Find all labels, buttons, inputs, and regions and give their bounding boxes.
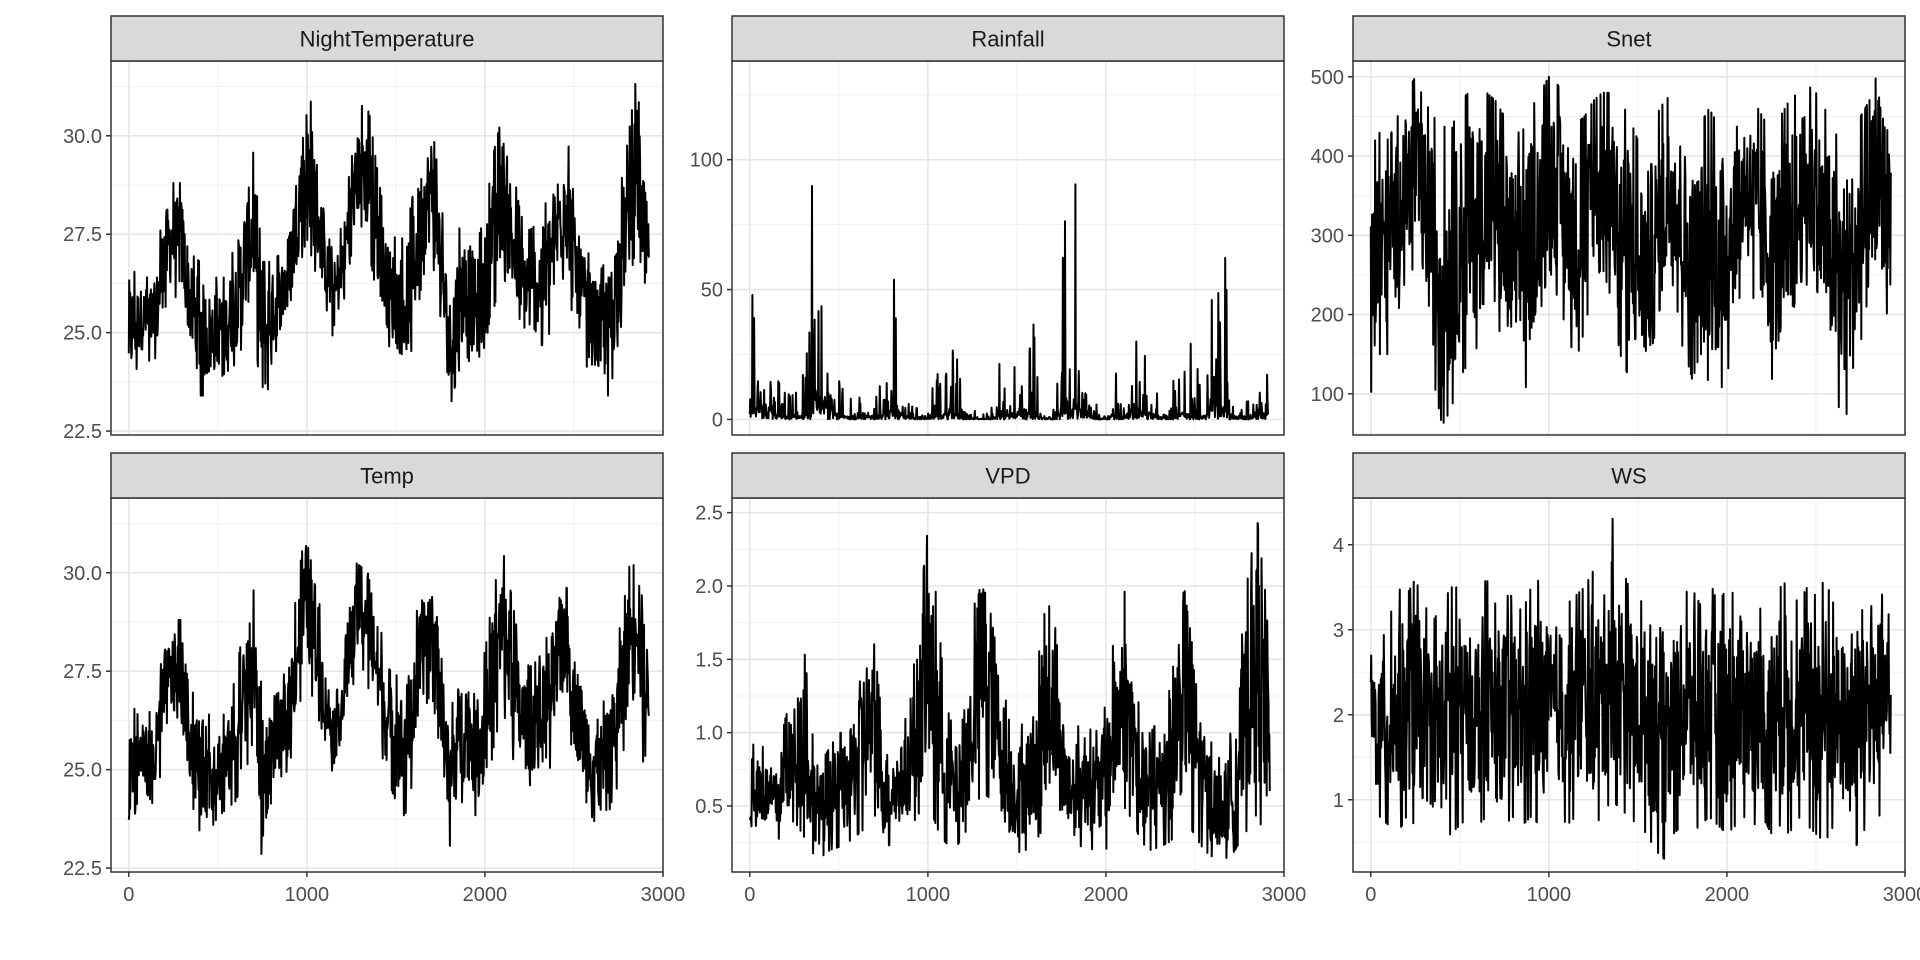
strip-header [1352, 452, 1906, 499]
series-line [748, 183, 1269, 421]
strip-label: WS [1611, 464, 1646, 489]
facet-panel-4: Temp 22.5 25.0 27.5 30.0 0 1000 2000 3000 [63, 452, 686, 906]
x-tick-label: 3000 [1262, 884, 1307, 906]
y-tick-label: 100 [690, 150, 723, 172]
y-tick-label: 25.0 [63, 760, 102, 782]
series-line [1369, 75, 1892, 424]
y-tick-label: 50 [701, 280, 723, 302]
series-line [127, 544, 650, 855]
strip-header [110, 15, 664, 62]
x-tick-label: 0 [1365, 884, 1376, 906]
y-tick-label: 22.5 [63, 858, 102, 880]
x-tick-label: 3000 [1883, 884, 1920, 906]
y-tick-label: 100 [1311, 384, 1344, 406]
strip-header [1352, 15, 1906, 62]
facet-panel-2: Rainfall 0 50 100 [690, 15, 1285, 436]
y-tick-label: 500 [1311, 67, 1344, 89]
y-tick-label: 30.0 [63, 126, 102, 148]
y-tick-label: 1.5 [695, 649, 723, 671]
strip-label: Rainfall [971, 27, 1044, 52]
y-tick-label: 2 [1333, 705, 1344, 727]
y-tick-label: 22.5 [63, 421, 102, 443]
y-tick-label: 27.5 [63, 224, 102, 246]
x-tick-label: 1000 [285, 884, 330, 906]
strip-label: NightTemperature [300, 27, 475, 52]
y-tick-label: 25.0 [63, 323, 102, 345]
y-tick-label: 0 [712, 409, 723, 431]
y-tick-label: 27.5 [63, 661, 102, 683]
y-tick-label: 400 [1311, 146, 1344, 168]
strip-header [731, 452, 1285, 499]
x-tick-label: 2000 [1705, 884, 1750, 906]
y-tick-label: 2.5 [695, 503, 723, 525]
facet-panel-5: VPD 0.5 1.0 1.5 2.0 2.5 0 1000 2000 3000 [695, 452, 1307, 906]
series-line [1369, 517, 1892, 860]
strip-header [110, 452, 664, 499]
series-line [127, 83, 650, 403]
y-tick-label: 200 [1311, 305, 1344, 327]
x-tick-label: 1000 [1527, 884, 1572, 906]
facet-panel-6: WS 1 2 3 4 0 1000 2000 3000 [1333, 452, 1920, 906]
strip-header [731, 15, 1285, 62]
strip-label: Temp [360, 464, 414, 489]
y-tick-label: 2.0 [695, 576, 723, 598]
panel-background [732, 61, 1284, 435]
x-tick-label: 1000 [906, 884, 951, 906]
strip-label: Snet [1606, 27, 1651, 52]
panel-background [111, 498, 663, 872]
y-tick-label: 30.0 [63, 563, 102, 585]
x-tick-label: 2000 [463, 884, 508, 906]
y-tick-label: 300 [1311, 225, 1344, 247]
x-tick-label: 3000 [641, 884, 686, 906]
facet-panel-3: Snet 100 200 300 400 500 [1311, 15, 1906, 436]
strip-label: VPD [985, 464, 1030, 489]
y-tick-label: 1.0 [695, 723, 723, 745]
x-tick-label: 2000 [1084, 884, 1129, 906]
facet-panel-1: NightTemperature 22.5 25.0 27.5 30.0 [63, 15, 664, 443]
y-tick-label: 1 [1333, 790, 1344, 812]
y-tick-label: 4 [1333, 535, 1344, 557]
y-tick-label: 0.5 [695, 796, 723, 818]
series-line [748, 522, 1271, 859]
y-tick-label: 3 [1333, 620, 1344, 642]
x-tick-label: 0 [744, 884, 755, 906]
x-tick-label: 0 [123, 884, 134, 906]
